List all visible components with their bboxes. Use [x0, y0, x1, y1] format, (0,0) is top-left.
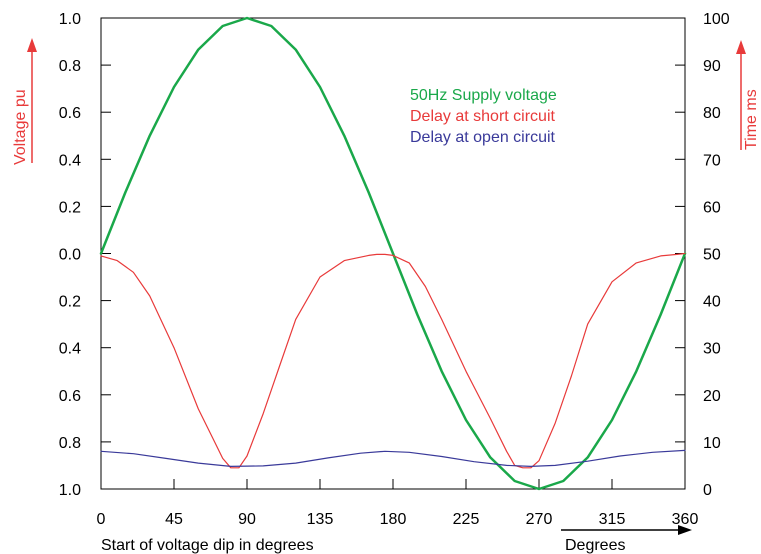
bottom-tick-label: 360 — [672, 511, 699, 528]
left-tick-label: 0.0 — [59, 247, 81, 264]
left-tick-label: 1.0 — [59, 11, 81, 28]
x-axis-arrow-head — [678, 525, 692, 535]
legend-entry-delay-short-circuit: Delay at short circuit — [410, 108, 555, 125]
legend-entry-delay-open-circuit: Delay at open circuit — [410, 129, 556, 146]
left-tick-label: 0.8 — [59, 58, 81, 75]
right-tick-label: 70 — [703, 152, 721, 169]
left-tick-label: 0.2 — [59, 294, 81, 311]
bottom-tick-label: 225 — [453, 511, 480, 528]
bottom-tick-label: 0 — [97, 511, 106, 528]
right-axis-title: Time ms — [736, 40, 760, 150]
left-tick-label: 0.6 — [59, 388, 81, 405]
bottom-tick-label: 315 — [599, 511, 626, 528]
left-axis-label: Voltage pu — [12, 89, 29, 165]
right-tick-label: 40 — [703, 294, 721, 311]
left-tick-label: 0.8 — [59, 435, 81, 452]
left-tick-label: 0.4 — [59, 152, 81, 169]
series-line-delay-short-circuit — [100, 252, 686, 469]
bottom-tick-label: 270 — [526, 511, 553, 528]
right-tick-label: 100 — [703, 11, 730, 28]
right-axis-arrow-head — [736, 40, 746, 54]
right-tick-label: 60 — [703, 199, 721, 216]
bottom-tick-label: 135 — [307, 511, 334, 528]
x-axis-label: Start of voltage dip in degrees — [101, 537, 314, 554]
series-layer — [99, 16, 687, 491]
right-tick-label: 30 — [703, 341, 721, 358]
right-tick-label: 50 — [703, 247, 721, 264]
legend: 50Hz Supply voltage Delay at short circu… — [410, 87, 557, 146]
left-tick-label: 0.6 — [59, 105, 81, 122]
bottom-tick-label: 90 — [238, 511, 256, 528]
x-axis-arrow — [561, 525, 692, 535]
left-tick-label: 0.2 — [59, 199, 81, 216]
right-tick-label: 10 — [703, 435, 721, 452]
left-tick-label: 0.4 — [59, 341, 81, 358]
right-tick-label: 20 — [703, 388, 721, 405]
series-line-supply-voltage — [99, 16, 687, 491]
left-tick-label: 1.0 — [59, 482, 81, 499]
left-axis-arrow-head — [27, 38, 37, 52]
right-tick-label: 90 — [703, 58, 721, 75]
bottom-tick-label: 180 — [380, 511, 407, 528]
bottom-axis-ticks: 0 45 90 135 180 225 270 315 360 — [97, 479, 699, 528]
x-axis-label-right: Degrees — [565, 537, 625, 554]
left-axis-ticks: 1.0 0.8 0.6 0.4 0.2 0.0 0.2 0.4 0.6 0.8 1.0 — [59, 11, 111, 499]
right-tick-label: 80 — [703, 105, 721, 122]
right-axis-label: Time ms — [743, 89, 760, 150]
right-tick-label: 0 — [703, 482, 712, 499]
bottom-tick-label: 45 — [165, 511, 183, 528]
series-line-delay-open-circuit — [100, 449, 686, 467]
left-axis-title: Voltage pu — [12, 38, 37, 165]
legend-entry-supply-voltage: 50Hz Supply voltage — [410, 87, 557, 104]
